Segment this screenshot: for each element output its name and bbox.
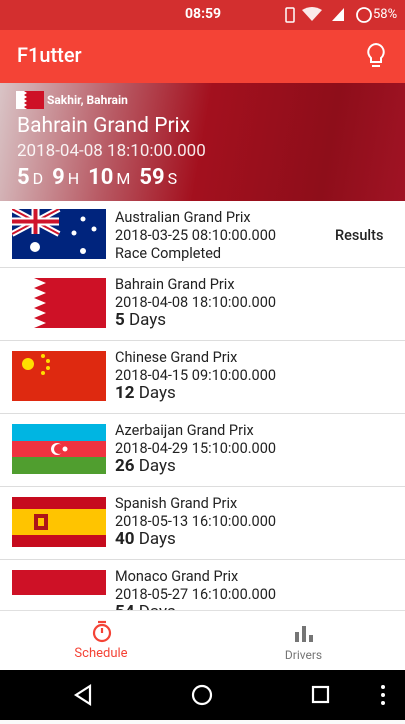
race-item[interactable]: Spanish Grand Prix 2018-05-13 16:10:00.00… xyxy=(0,487,405,560)
nav-schedule[interactable]: Schedule xyxy=(0,611,202,671)
theme-toggle[interactable] xyxy=(364,42,388,70)
race-item[interactable]: Australian Grand Prix 2018-03-25 08:10:00… xyxy=(0,201,405,268)
recents-button[interactable] xyxy=(311,685,330,704)
flag xyxy=(12,497,106,547)
days-left: 26 Days xyxy=(115,456,176,476)
race-date: 2018-04-29 15:10:00.000 xyxy=(115,440,276,457)
countdown-unit: S xyxy=(167,169,178,188)
race-status: Race Completed xyxy=(115,245,222,262)
days-unit: Days xyxy=(138,529,176,549)
days-value: 26 xyxy=(115,456,135,476)
race-name: Azerbaijan Grand Prix xyxy=(115,422,254,439)
status-bar: 08:59 58% xyxy=(0,0,405,30)
days-value: 54 xyxy=(115,602,135,610)
race-item[interactable]: Monaco Grand Prix 2018-05-27 16:10:00.000… xyxy=(0,560,405,610)
race-date: 2018-05-27 16:10:00.000 xyxy=(115,586,276,603)
countdown-value: 10 xyxy=(88,165,114,190)
days-unit: Days xyxy=(139,602,176,610)
countdown-unit: H xyxy=(67,169,80,188)
race-item[interactable]: Chinese Grand Prix 2018-04-15 09:10:00.00… xyxy=(0,341,405,414)
flag xyxy=(12,209,106,259)
home-button[interactable] xyxy=(191,684,213,706)
race-name: Bahrain Grand Prix xyxy=(115,276,235,293)
race-name: Bahrain Grand Prix xyxy=(17,114,191,138)
system-nav xyxy=(0,670,405,720)
bottom-nav: Schedule Drivers xyxy=(0,610,405,670)
next-race-card[interactable]: Sakhir, Bahrain Bahrain Grand Prix 2018-… xyxy=(0,83,405,201)
race-date: 2018-04-15 09:10:00.000 xyxy=(115,367,276,384)
status-icons xyxy=(285,7,372,23)
race-item[interactable]: Azerbaijan Grand Prix 2018-04-29 15:10:00… xyxy=(0,414,405,487)
race-date: 2018-05-13 16:10:00.000 xyxy=(115,513,276,530)
stopwatch-icon xyxy=(92,620,112,643)
days-left: 40 Days xyxy=(115,529,176,549)
countdown-unit: D xyxy=(32,169,44,188)
flag-icon xyxy=(16,91,44,109)
nav-drivers[interactable]: Drivers xyxy=(202,611,405,671)
system-buttons xyxy=(73,683,385,707)
app-title: F1utter xyxy=(17,43,82,67)
race-name: Australian Grand Prix xyxy=(115,209,251,226)
days-unit: Days xyxy=(138,456,176,476)
chart-icon xyxy=(295,626,313,642)
days-left: 5 Days xyxy=(115,310,166,330)
days-value: 12 xyxy=(115,383,135,403)
race-name: Spanish Grand Prix xyxy=(115,495,238,512)
flag xyxy=(12,278,106,328)
flag xyxy=(12,424,106,474)
results-button[interactable]: Results xyxy=(335,227,384,244)
days-value: 5 xyxy=(115,310,125,330)
flag xyxy=(12,570,106,610)
location: Sakhir, Bahrain xyxy=(47,93,128,107)
clock: 08:59 xyxy=(185,6,222,22)
nav-label: Schedule xyxy=(74,646,128,661)
countdown-value: 59 xyxy=(139,165,165,190)
battery-level: 58% xyxy=(373,7,398,22)
race-date: 2018-03-25 08:10:00.000 xyxy=(115,227,276,244)
race-item[interactable]: Bahrain Grand Prix 2018-04-08 18:10:00.00… xyxy=(0,268,405,341)
days-left: 54 Days xyxy=(115,602,176,610)
race-date: 2018-04-08 18:10:00.000 xyxy=(115,294,276,311)
back-button[interactable] xyxy=(73,683,92,707)
race-date: 2018-04-08 18:10:00.000 xyxy=(17,141,206,161)
days-unit: Days xyxy=(128,310,167,330)
menu-button[interactable] xyxy=(381,685,385,705)
countdown-value: 9 xyxy=(52,165,65,190)
countdown: 5 D 9 H 10 M 59 S xyxy=(17,165,186,190)
countdown-unit: M xyxy=(116,169,131,188)
race-list: Australian Grand Prix 2018-03-25 08:10:00… xyxy=(0,201,405,610)
nav-label: Drivers xyxy=(284,648,323,662)
flag xyxy=(12,351,106,401)
countdown-value: 5 xyxy=(17,165,30,190)
race-name: Monaco Grand Prix xyxy=(115,568,239,585)
days-unit: Days xyxy=(138,383,176,403)
race-name: Chinese Grand Prix xyxy=(115,349,238,366)
app-bar: F1utter xyxy=(0,30,405,83)
days-left: 12 Days xyxy=(115,383,176,403)
days-value: 40 xyxy=(115,529,135,549)
